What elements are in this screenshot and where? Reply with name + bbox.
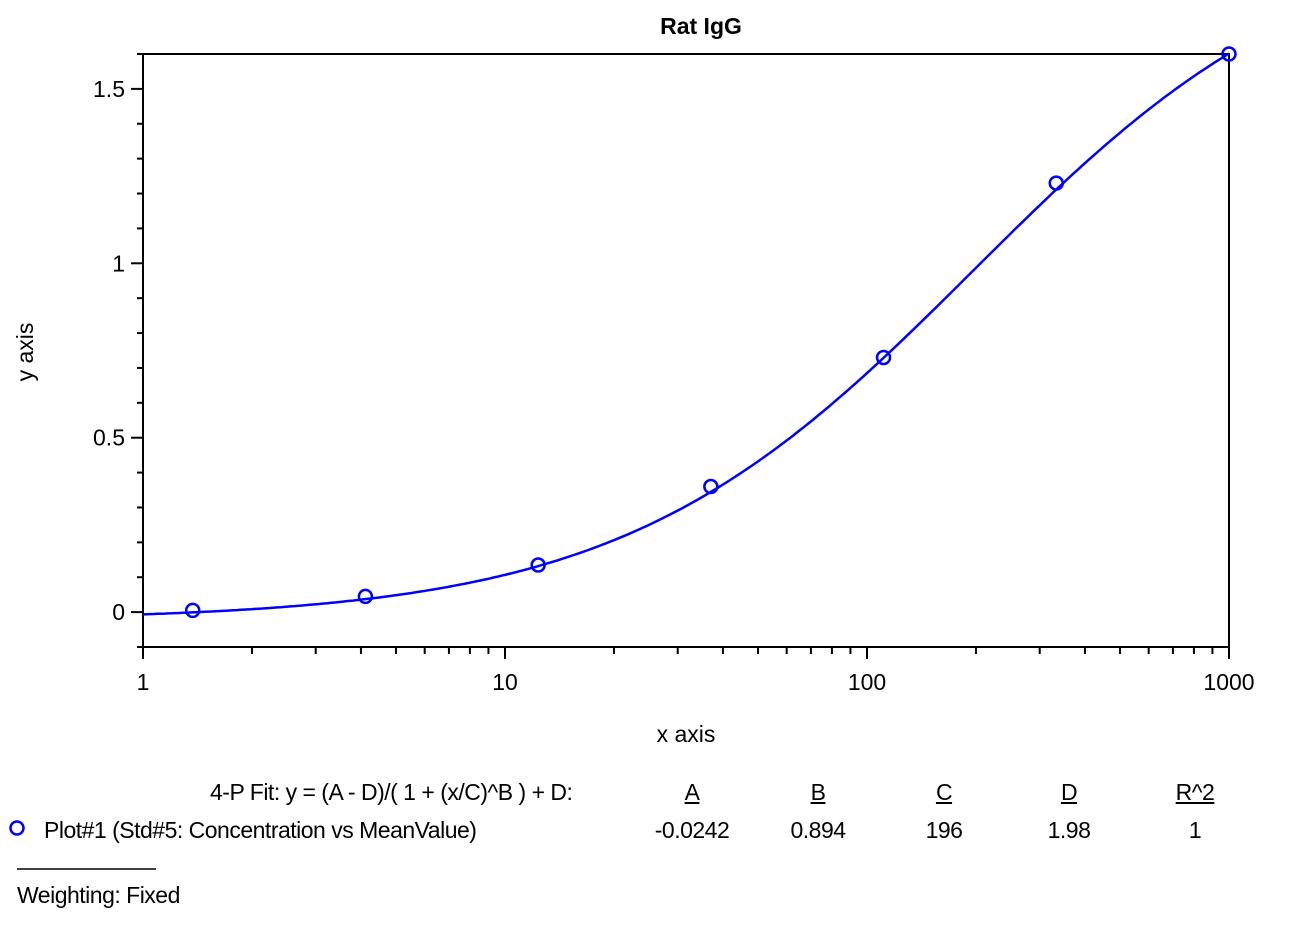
data-point: [1221, 46, 1237, 62]
fit-value-3: 1.98: [1047, 817, 1091, 843]
data-point: [1048, 175, 1065, 191]
fit-value-2: 196: [925, 817, 963, 843]
fit-curve: [142, 52, 1230, 616]
fit-equation: 4-P Fit: y = (A - D)/( 1 + (x/C)^B ) + D…: [210, 779, 573, 805]
y-tick-label: 0: [112, 599, 125, 625]
x-axis-label: x axis: [657, 721, 716, 747]
data-point: [703, 478, 719, 495]
y-tick-label: 0.5: [93, 425, 125, 451]
data-point: [184, 602, 201, 619]
fit-value-4: 1: [1188, 817, 1202, 843]
plot-frame: [142, 53, 1230, 648]
data-point: [875, 349, 892, 366]
legend-series-label: Plot#1 (Std#5: Concentration vs MeanValu…: [44, 817, 477, 843]
y-axis-label: y axis: [12, 323, 38, 382]
fit-header-4: R^2: [1175, 779, 1215, 805]
chart-title: Rat IgG: [660, 13, 742, 39]
y-tick-label: 1: [112, 250, 125, 276]
x-tick-label: 1000: [1203, 669, 1254, 695]
weighting-label: Weighting: Fixed: [17, 882, 180, 908]
y-tick-label: 1.5: [93, 76, 125, 102]
fit-header-2: C: [935, 779, 953, 805]
fit-value-1: 0.894: [790, 817, 846, 843]
data-point: [530, 557, 546, 573]
fit-header-1: B: [810, 779, 826, 805]
fit-header-0: A: [684, 779, 700, 805]
data-point: [357, 588, 374, 605]
x-tick-label: 100: [848, 669, 886, 695]
x-tick-label: 1: [137, 669, 150, 695]
fit-value-0: -0.0242: [654, 817, 730, 843]
fit-header-3: D: [1060, 779, 1078, 805]
legend-marker-icon: [9, 820, 25, 836]
x-tick-label: 10: [492, 669, 518, 695]
